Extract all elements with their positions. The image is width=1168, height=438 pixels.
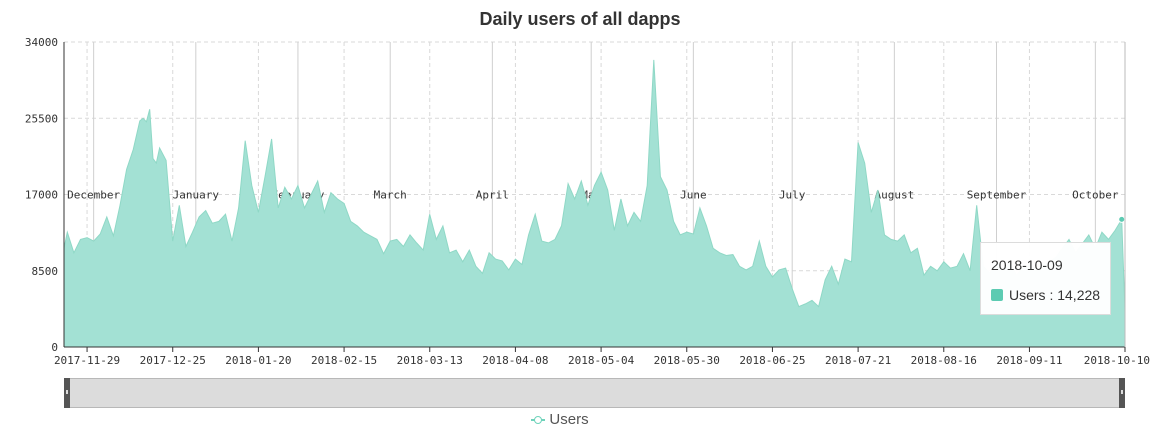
- x-tick-label: 2018-05-30: [654, 354, 720, 367]
- month-label: September: [967, 189, 1027, 202]
- tooltip-separator: :: [1045, 287, 1058, 303]
- x-tick-label: 2018-01-20: [225, 354, 291, 367]
- x-tick-label: 2018-08-16: [911, 354, 977, 367]
- area-line-users: [63, 59, 1126, 312]
- x-tick-label: 2017-11-29: [54, 354, 120, 367]
- month-label: January: [173, 189, 220, 202]
- tooltip-series: Users: [1009, 287, 1046, 303]
- tooltip-value: 14,228: [1057, 287, 1101, 303]
- slider-handle-left[interactable]: [64, 378, 70, 408]
- x-tick-label: 2018-09-11: [996, 354, 1062, 367]
- x-tick-label: 2018-06-25: [739, 354, 805, 367]
- y-tick-label: 0: [51, 341, 58, 354]
- x-tick-label: 2018-03-13: [397, 354, 463, 367]
- month-label: July: [779, 189, 806, 202]
- month-label: August: [874, 189, 914, 202]
- x-tick-label: 2018-10-10: [1084, 354, 1150, 367]
- tooltip: 2018-10-09 Users : 14,228: [980, 242, 1111, 315]
- month-label: March: [374, 189, 407, 202]
- series-users: [63, 59, 1126, 348]
- axes: 0 8500 17000 25500 34000 2017-11-29 2017-12-25…: [25, 36, 1150, 367]
- legend: Users: [0, 411, 1120, 429]
- legend-label: Users: [549, 411, 589, 428]
- x-tick-label: 2017-12-25: [140, 354, 206, 367]
- y-tick-label: 34000: [25, 36, 58, 49]
- month-label: October: [1072, 189, 1119, 202]
- zoom-slider[interactable]: [64, 378, 1125, 408]
- highlight-point: [1118, 215, 1126, 223]
- area-fill-users: [64, 59, 1125, 348]
- legend-item-users[interactable]: Users: [531, 411, 589, 428]
- tooltip-date: 2018-10-09: [991, 257, 1063, 273]
- tooltip-swatch: [991, 289, 1003, 301]
- x-tick-label: 2018-05-04: [568, 354, 635, 367]
- y-tick-label: 8500: [32, 265, 59, 278]
- x-tick-label: 2018-04-08: [482, 354, 548, 367]
- line-marker-icon: [531, 415, 546, 425]
- chart-title: Daily users of all dapps: [479, 9, 681, 29]
- tooltip-row: Users : 14,228: [991, 287, 1100, 303]
- slider-handle-right[interactable]: [1119, 378, 1125, 408]
- y-tick-label: 17000: [25, 189, 58, 202]
- month-label: June: [680, 189, 707, 202]
- month-markers: DecemberJanuaryFebruaryMarchAprilMayJune…: [67, 42, 1119, 347]
- month-label: April: [476, 189, 509, 202]
- y-tick-label: 25500: [25, 112, 58, 125]
- x-tick-label: 2018-02-15: [311, 354, 377, 367]
- x-tick-label: 2018-07-21: [825, 354, 891, 367]
- month-label: December: [67, 189, 120, 202]
